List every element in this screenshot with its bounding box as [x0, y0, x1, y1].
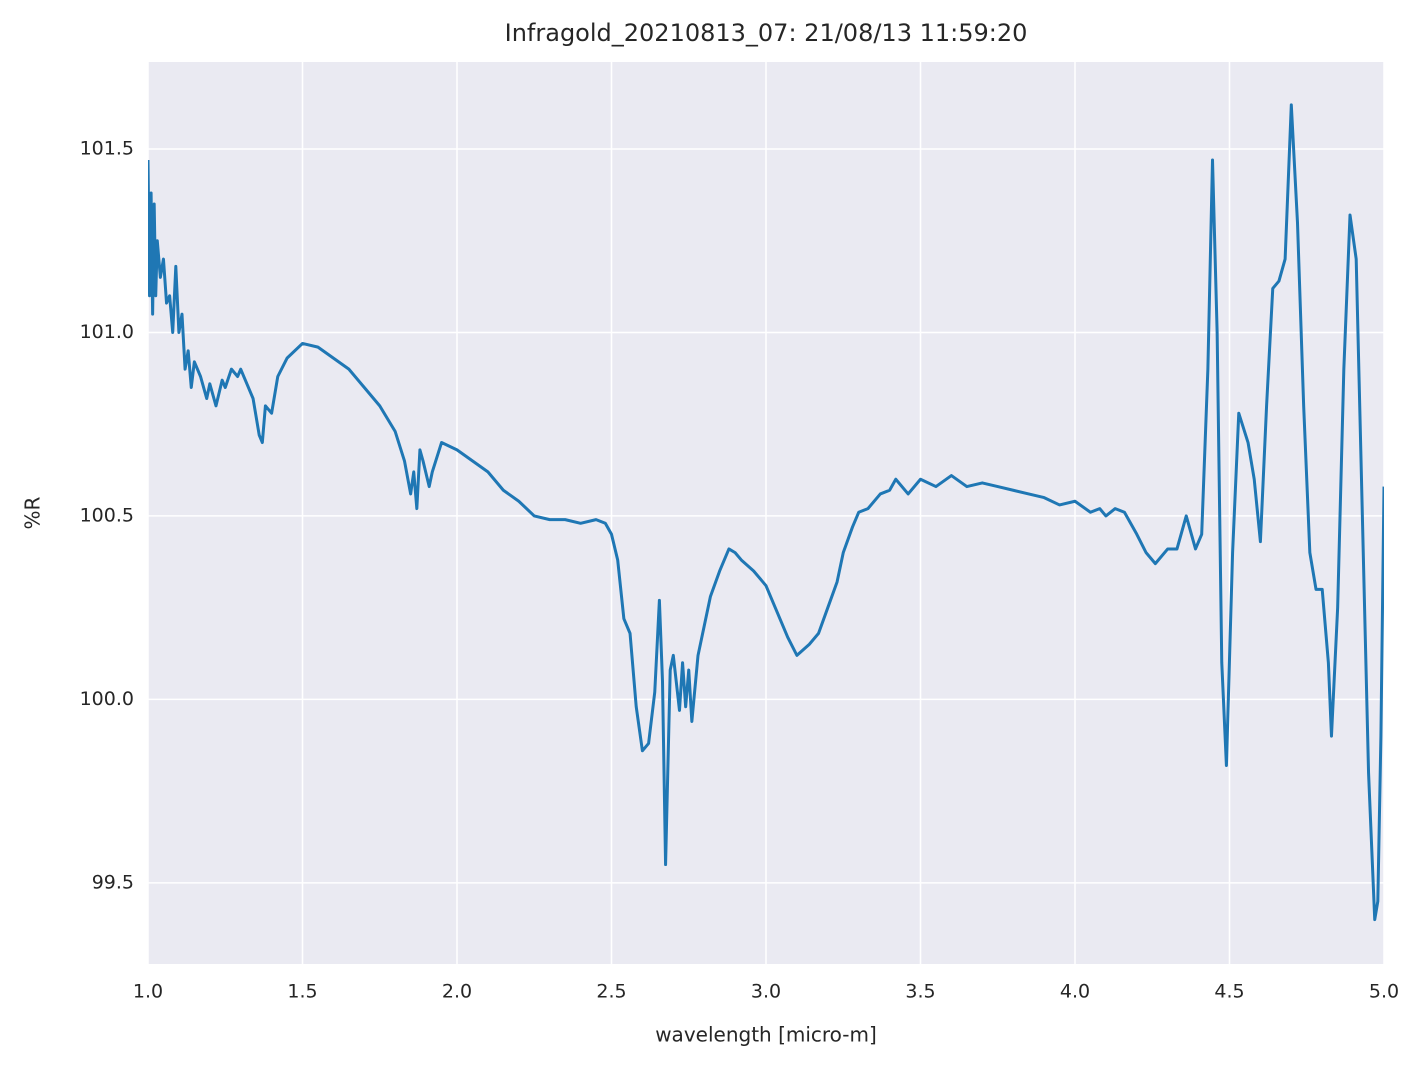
y-tick-label: 101.0	[80, 321, 134, 343]
y-tick-label: 100.5	[80, 504, 134, 526]
x-tick-label: 1.0	[133, 981, 163, 1003]
data-line	[148, 103, 1384, 922]
x-tick-label: 3.5	[905, 981, 935, 1003]
x-tick-label: 2.5	[596, 981, 626, 1003]
y-tick-label: 99.5	[92, 871, 134, 893]
x-tick-label: 4.5	[1214, 981, 1244, 1003]
x-tick-label: 3.0	[751, 981, 781, 1003]
x-axis-label: wavelength [micro-m]	[655, 1023, 877, 1047]
y-axis-label: %R	[21, 496, 45, 529]
x-tick-label: 2.0	[442, 981, 472, 1003]
y-tick-label: 101.5	[80, 137, 134, 159]
chart-title: Infragold_20210813_07: 21/08/13 11:59:20	[505, 19, 1028, 47]
x-tick-label: 5.0	[1369, 981, 1399, 1003]
x-tick-label: 1.5	[287, 981, 317, 1003]
y-tick-label: 100.0	[80, 688, 134, 710]
x-tick-label: 4.0	[1060, 981, 1090, 1003]
